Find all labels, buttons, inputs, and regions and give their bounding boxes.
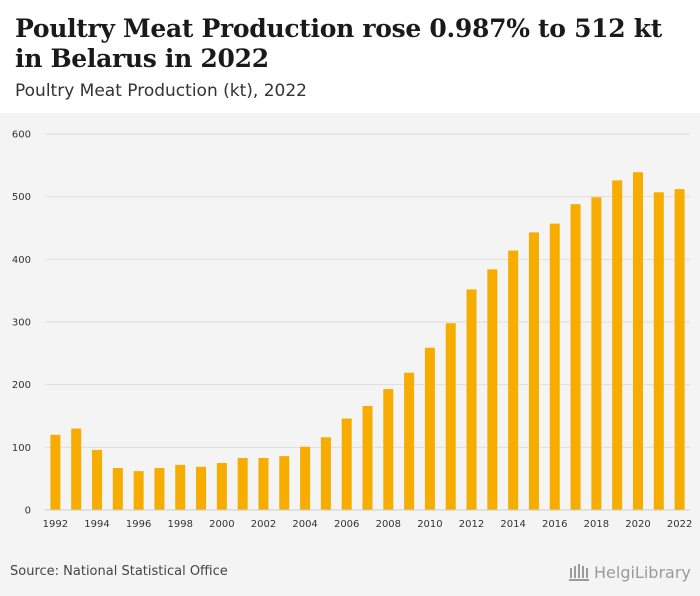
y-tick-label: 600 (12, 130, 31, 141)
x-tick-label: 2000 (209, 519, 234, 530)
bars (50, 172, 685, 510)
bar-1996[interactable] (133, 471, 144, 510)
x-tick-label: 1996 (126, 519, 151, 530)
y-tick-label: 500 (12, 192, 31, 203)
bar-1993[interactable] (71, 428, 82, 510)
x-tick-label: 2018 (584, 519, 609, 530)
x-tick-label: 1994 (84, 519, 109, 530)
x-tick-label: 2012 (459, 519, 484, 530)
bar-2007[interactable] (362, 405, 373, 510)
x-tick-label: 2006 (334, 519, 359, 530)
page-title: Poultry Meat Production rose 0.987% to 5… (15, 14, 663, 73)
bar-2012[interactable] (466, 289, 477, 510)
bar-2006[interactable] (341, 418, 352, 510)
bar-2017[interactable] (570, 204, 581, 510)
x-tick-label: 1992 (43, 519, 68, 530)
bar-1995[interactable] (112, 468, 123, 510)
y-tick-label: 100 (12, 443, 31, 454)
library-columns-icon (569, 564, 589, 581)
x-tick-label: 2014 (500, 519, 525, 530)
bar-2002[interactable] (258, 457, 269, 510)
x-tick-label: 2002 (251, 519, 276, 530)
bar-2009[interactable] (404, 372, 415, 510)
x-tick-label: 2004 (292, 519, 317, 530)
y-tick-label: 0 (25, 506, 31, 517)
bar-1999[interactable] (196, 466, 207, 510)
x-tick-label: 2008 (376, 519, 401, 530)
y-tick-label: 400 (12, 255, 31, 266)
bar-2005[interactable] (320, 437, 331, 510)
bar-2013[interactable] (487, 269, 498, 510)
x-tick-label: 1998 (168, 519, 193, 530)
bar-2020[interactable] (632, 172, 643, 510)
source-note: Source: National Statistical Office (10, 564, 228, 579)
bar-2001[interactable] (237, 457, 248, 510)
bar-2022[interactable] (674, 189, 685, 510)
bar-1994[interactable] (92, 449, 103, 510)
chart-subtitle: Poultry Meat Production (kt), 2022 (15, 81, 307, 101)
bar-1998[interactable] (175, 464, 186, 510)
bar-2011[interactable] (445, 323, 456, 510)
chart-area (0, 113, 700, 596)
bar-2010[interactable] (424, 347, 435, 510)
y-axis-ticks: 0 100 200 300 400 500 600 (12, 130, 31, 517)
y-tick-label: 300 (12, 318, 31, 329)
bar-2014[interactable] (508, 250, 519, 510)
bar-2008[interactable] (383, 389, 394, 510)
bar-2004[interactable] (300, 446, 311, 510)
bar-chart: 0 100 200 300 400 500 600 1992 1994 1996 1998 2000… (12, 130, 693, 531)
bar-1997[interactable] (154, 468, 165, 510)
bar-2003[interactable] (279, 456, 290, 510)
bar-2015[interactable] (528, 232, 539, 510)
bar-2019[interactable] (612, 180, 623, 510)
bar-1992[interactable] (50, 434, 61, 510)
bar-2000[interactable] (216, 463, 227, 510)
bar-2016[interactable] (549, 223, 560, 510)
x-tick-label: 2020 (625, 519, 650, 530)
bar-2018[interactable] (591, 197, 602, 510)
header: Poultry Meat Production rose 0.987% to 5… (0, 0, 700, 113)
helgilibrary-logo[interactable]: HelgiLibrary (568, 561, 691, 583)
x-tick-label: 2016 (542, 519, 567, 530)
x-tick-label: 2010 (417, 519, 442, 530)
x-tick-label: 2022 (667, 519, 692, 530)
logo-text: HelgiLibrary (594, 562, 691, 582)
bar-2021[interactable] (653, 192, 664, 510)
x-axis-ticks: 1992 1994 1996 1998 2000 2002 2004 2006 2008 2010… (43, 519, 693, 530)
y-tick-label: 200 (12, 380, 31, 391)
